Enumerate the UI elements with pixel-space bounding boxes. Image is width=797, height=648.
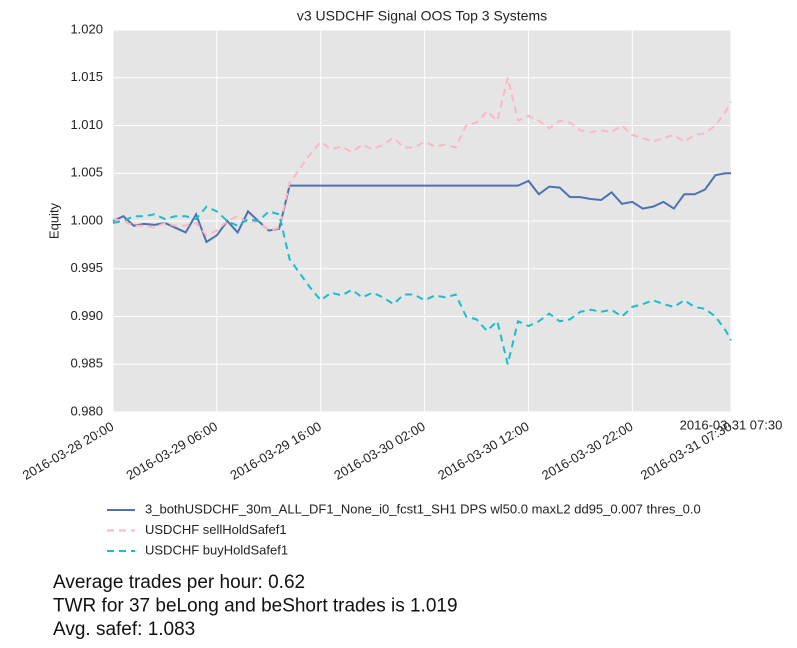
y-tick-label: 0.995 [70,260,103,275]
chart-title: v3 USDCHF Signal OOS Top 3 Systems [297,8,547,24]
summary-note: TWR for 37 beLong and beShort trades is … [53,596,458,617]
series-line [112,172,731,244]
legend-label: 3_bothUSDCHF_30m_ALL_DF1_None_i0_fcst1_S… [145,501,701,516]
summary-note: Avg. safef: 1.083 [53,619,195,640]
y-tick-label: 0.985 [70,356,103,371]
legend-label: USDCHF sellHoldSafef1 [145,522,287,537]
y-tick-label: 1.000 [70,212,103,227]
x-tick-label: 2016-03-30 12:00 [435,419,531,483]
y-tick-label: 0.990 [70,308,103,323]
y-axis-label: Equity [46,202,61,239]
x-tick-label: 2016-03-30 22:00 [539,419,635,483]
y-tick-label: 1.010 [70,117,103,132]
y-tick-label: 1.020 [70,21,103,36]
x-tick-label: 2016-03-28 20:00 [20,419,116,483]
x-tick-label: 2016-03-29 06:00 [124,419,220,483]
y-tick-label: 1.015 [70,69,103,84]
x-tick-label: 2016-03-30 02:00 [331,419,427,483]
legend-label: USDCHF buyHoldSafef1 [145,542,288,557]
y-tick-label: 0.980 [70,403,103,418]
summary-note: Average trades per hour: 0.62 [53,572,305,593]
series-line [112,205,732,365]
x-tick-label: 2016-03-29 16:00 [228,419,324,483]
y-tick-label: 1.005 [70,165,103,180]
series-line [112,77,732,237]
x-offset-label: 2016-03-31 07:30 [680,417,783,432]
